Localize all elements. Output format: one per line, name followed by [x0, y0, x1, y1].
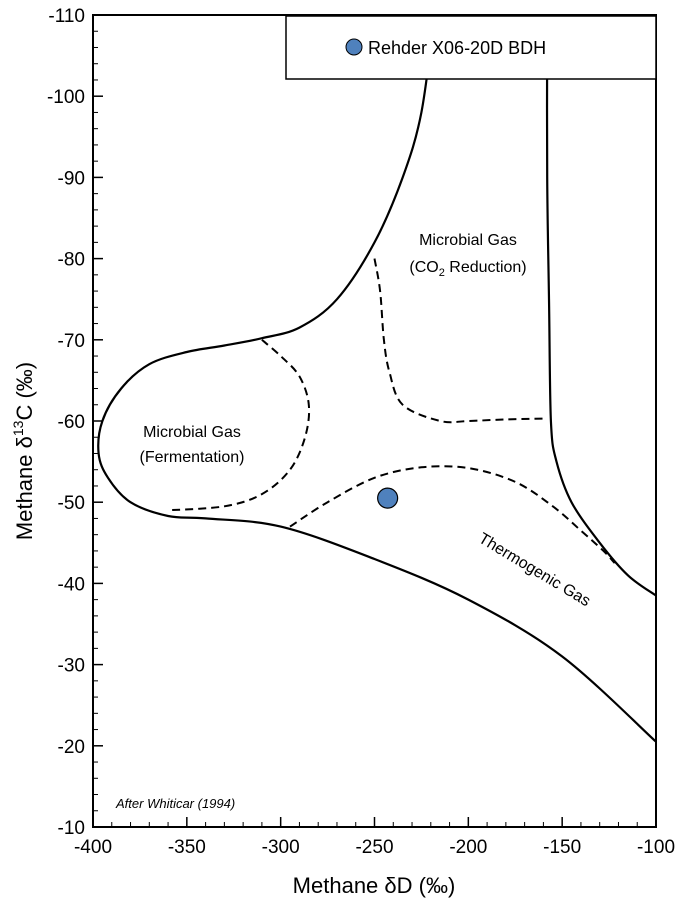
y-tick-label: -100 [47, 87, 85, 108]
y-tick-label: -10 [58, 818, 85, 839]
x-axis-title: Methane δD (‰) [293, 873, 456, 898]
x-tick-labels: -400 -350 -300 -250 -200 -150 -100 [74, 837, 675, 858]
y-tick-label: -60 [58, 412, 85, 433]
x-tick-label: -350 [168, 837, 206, 858]
outer-boundary-curve [97, 14, 657, 743]
legend: Rehder X06-20D BDH [285, 15, 657, 80]
x-tick-label: -300 [262, 837, 300, 858]
axis-ticks [92, 14, 657, 828]
co2-label-line2: (CO2 Reduction) [409, 259, 526, 279]
y-tick-label: -50 [58, 493, 85, 514]
y-tick-label: -90 [58, 168, 85, 189]
x-tick-label: -400 [74, 837, 112, 858]
y-axis-title-sup: 13 [10, 420, 26, 436]
y-tick-label: -30 [58, 656, 85, 677]
legend-label: Rehder X06-20D BDH [368, 38, 546, 58]
fermentation-label-line2: (Fermentation) [140, 449, 245, 466]
co2-label-sub: 2 [439, 267, 445, 279]
y-tick-label: -40 [58, 574, 85, 595]
y-tick-label: -80 [58, 250, 85, 271]
y-tick-labels: -10 -20 -30 -40 -50 -60 -70 -80 -90 -100 -110 [47, 6, 85, 839]
data-point-rehder [377, 487, 399, 509]
co2-label-line1: Microbial Gas [419, 232, 517, 249]
y-axis-title-tail: C (‰) [12, 362, 37, 421]
fermentation-boundary-dashed [168, 339, 311, 512]
right-boundary-curve [545, 14, 657, 597]
legend-marker [345, 38, 363, 56]
co2-label-pre: (CO [409, 259, 438, 276]
x-tick-label: -250 [355, 837, 393, 858]
y-tick-label: -20 [58, 737, 85, 758]
thermogenic-boundary-dashed [289, 465, 616, 564]
co2-label-post: Reduction) [445, 259, 527, 276]
x-tick-label: -150 [543, 837, 581, 858]
y-axis-title-base: Methane δ [12, 436, 37, 540]
co2-reduction-boundary-dashed [373, 258, 544, 424]
x-tick-label: -100 [637, 837, 675, 858]
x-tick-label: -200 [449, 837, 487, 858]
y-tick-label: -70 [58, 331, 85, 352]
y-axis-title: Methane δ13C (‰) [10, 362, 37, 540]
plot-area [92, 14, 657, 828]
y-tick-label: -110 [48, 6, 85, 27]
fermentation-label-line1: Microbial Gas [143, 424, 241, 441]
credit-note: After Whiticar (1994) [115, 796, 235, 811]
